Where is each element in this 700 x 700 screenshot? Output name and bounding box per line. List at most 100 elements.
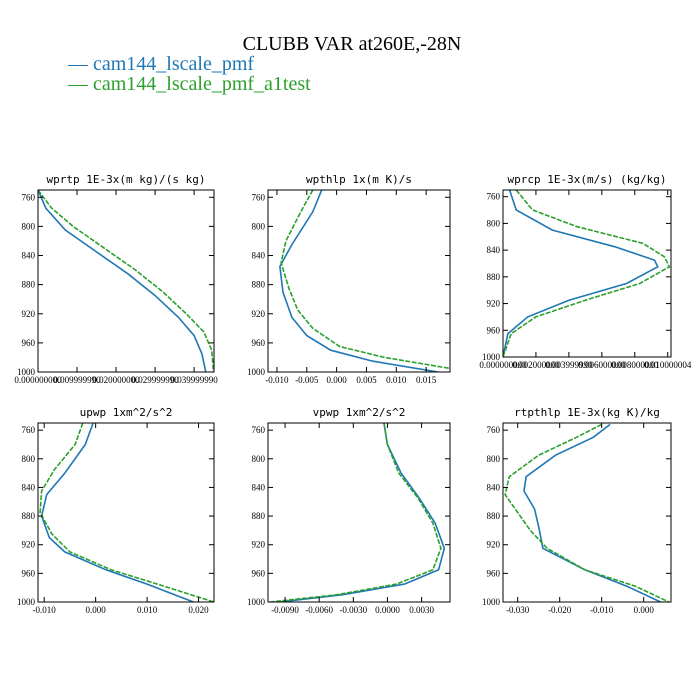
panel-title: wpthlp 1x(m K)/s	[306, 173, 412, 186]
panels: wprtp 1E-3x(m kg)/(s kg) 760 800 840 880 920 9…	[14, 173, 691, 615]
panel-1: wpthlp 1x(m K)/s7608008408809209601000-0…	[247, 173, 451, 385]
y-tick-label: 880	[252, 511, 266, 521]
plot-frame	[267, 189, 451, 373]
x-tick-label: -0.010	[265, 375, 289, 385]
y-tick-label: 760	[252, 192, 266, 202]
y-tick-label: 920	[487, 540, 501, 550]
x-tick-label: 0.020	[188, 605, 209, 615]
x-tick-label: 0.009999990	[53, 375, 101, 385]
legend-entry-1: — cam144_lscale_pmf_a1test	[67, 73, 311, 95]
x-tick-label: 0.010	[137, 605, 158, 615]
panel-title: wprtp 1E-3x(m kg)/(s kg)	[47, 173, 206, 186]
series-line-1	[38, 190, 214, 372]
series-line-1	[270, 423, 442, 602]
y-tick-label: 760	[22, 192, 36, 202]
series-line-1	[504, 423, 670, 602]
plot-frame	[37, 189, 215, 373]
x-tick-label: -0.030	[506, 605, 530, 615]
x-tick-label: 0.0000	[375, 605, 400, 615]
x-tick-label: 0.005	[356, 375, 377, 385]
y-tick-label: 880	[487, 511, 501, 521]
panel-title: wprcp 1E-3x(m/s) (kg/kg)	[508, 173, 667, 186]
y-tick-label: 960	[487, 325, 501, 335]
y-tick-label: 1000	[482, 597, 501, 607]
y-tick-label: 960	[487, 568, 501, 578]
x-tick-label: 0.000	[86, 605, 107, 615]
x-tick-label: -0.020	[548, 605, 572, 615]
y-tick-label: 880	[22, 280, 36, 290]
y-tick-label: 960	[252, 338, 266, 348]
series-line-1	[39, 423, 214, 602]
x-tick-label: 0.002000000	[512, 360, 560, 370]
x-tick-label: 0.008000000	[611, 360, 659, 370]
y-tick-label: 760	[22, 425, 36, 435]
series-line-0	[279, 190, 439, 372]
panel-title: vpwp 1xm^2/s^2	[313, 406, 406, 419]
y-tick-label: 920	[22, 309, 36, 319]
y-tick-label: 1000	[482, 352, 501, 362]
y-tick-label: 840	[22, 251, 36, 261]
y-tick-label: 920	[22, 540, 36, 550]
legend-entry-0: — cam144_lscale_pmf	[67, 53, 254, 75]
x-tick-label: 0.000	[634, 605, 655, 615]
x-tick-label: -0.010	[33, 605, 57, 615]
y-tick-label: 880	[487, 272, 501, 282]
series-line-0	[279, 423, 446, 602]
x-tick-label: -0.0060	[305, 605, 333, 615]
x-tick-label: 0.020000000	[92, 375, 140, 385]
y-tick-label: 840	[252, 251, 266, 261]
y-tick-label: 880	[252, 280, 266, 290]
figure-title: CLUBB VAR at260E,-28N	[243, 33, 462, 55]
y-tick-label: 800	[487, 218, 501, 228]
y-tick-label: 920	[487, 299, 501, 309]
x-tick-label: 0.000000000	[14, 375, 62, 385]
x-tick-label: 0.0030	[409, 605, 434, 615]
series-line-0	[40, 423, 194, 602]
panel-title: rtpthlp 1E-3x(kg K)/kg	[514, 406, 660, 419]
x-tick-label: 0.010000004	[644, 360, 692, 370]
x-tick-label: 0.010	[386, 375, 407, 385]
x-tick-label: 0.000	[326, 375, 347, 385]
panel-4: vpwp 1xm^2/s^2 760 800 840 880 920 960 1000 -0.0…	[247, 406, 451, 615]
y-tick-label: 840	[22, 482, 36, 492]
y-tick-label: 840	[487, 245, 501, 255]
plot-frame	[502, 189, 672, 358]
y-tick-label: 760	[252, 425, 266, 435]
x-tick-label: -0.0090	[271, 605, 299, 615]
series-line-0	[523, 423, 661, 602]
x-tick-label: 0.000000000	[479, 360, 527, 370]
x-tick-label: 0.029999990	[131, 375, 179, 385]
y-tick-label: 960	[22, 568, 36, 578]
panel-3: upwp 1xm^2/s^2 760 800 840 880 920 960 1000-0.0…	[17, 406, 215, 615]
plot-frame	[37, 422, 215, 603]
panel-5: rtpthlp 1E-3x(kg K)/kg 760 800 840 880 920 960…	[482, 406, 672, 615]
x-tick-label: -0.005	[295, 375, 319, 385]
x-tick-label: -0.010	[590, 605, 614, 615]
y-tick-label: 800	[22, 221, 36, 231]
y-tick-label: 760	[487, 425, 501, 435]
y-tick-label: 920	[252, 309, 266, 319]
panel-title: upwp 1xm^2/s^2	[80, 406, 173, 419]
panel-0: wprtp 1E-3x(m kg)/(s kg) 760 800 840 880 920 9…	[14, 173, 218, 385]
plot-frame	[502, 422, 672, 603]
series-line-0	[503, 190, 659, 357]
y-tick-label: 800	[252, 454, 266, 464]
y-tick-label: 920	[252, 540, 266, 550]
y-tick-label: 880	[22, 511, 36, 521]
x-tick-label: 0.015	[416, 375, 437, 385]
y-tick-label: 1000	[17, 597, 36, 607]
y-tick-label: 1000	[247, 367, 266, 377]
series-line-0	[38, 190, 207, 372]
y-tick-label: 1000	[17, 367, 36, 377]
y-tick-label: 800	[487, 454, 501, 464]
series-line-1	[503, 190, 671, 357]
plot-frame	[267, 422, 451, 603]
y-tick-label: 840	[487, 482, 501, 492]
series-line-1	[280, 190, 450, 370]
x-tick-label: 0.006000000	[578, 360, 626, 370]
x-tick-label: 0.003999990	[545, 360, 593, 370]
x-tick-label: -0.0030	[339, 605, 367, 615]
y-tick-label: 960	[252, 568, 266, 578]
panel-2: wprcp 1E-3x(m/s) (kg/kg) 760 800 840 880 920 9…	[479, 173, 691, 370]
